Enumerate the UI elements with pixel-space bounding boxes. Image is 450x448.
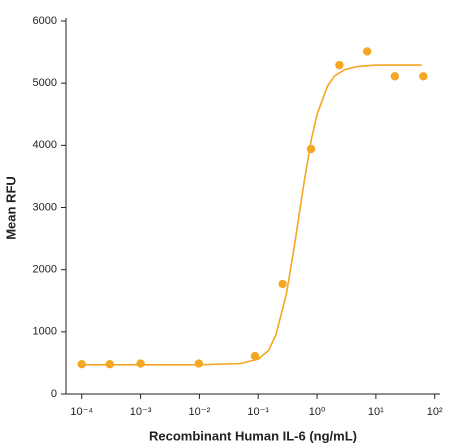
data-point bbox=[278, 279, 287, 289]
y-tick-label: 2000 bbox=[33, 264, 57, 276]
y-axis-title: Mean RFU bbox=[3, 176, 18, 240]
x-tick-label: 10⁻¹ bbox=[247, 406, 269, 418]
x-axis-title: Recombinant Human IL-6 (ng/mL) bbox=[149, 428, 357, 443]
x-tick-label: 10⁰ bbox=[309, 406, 326, 418]
y-tick-label: 6000 bbox=[33, 15, 57, 27]
fit-curve bbox=[81, 64, 422, 366]
data-point bbox=[419, 72, 428, 81]
data-point bbox=[194, 359, 204, 368]
x-tick-label: 10¹ bbox=[368, 406, 384, 418]
data-point bbox=[250, 351, 260, 361]
data-point bbox=[362, 47, 372, 56]
x-tick-label: 10⁻⁴ bbox=[70, 406, 93, 418]
data-point bbox=[136, 359, 145, 368]
y-tick-label: 5000 bbox=[33, 77, 57, 89]
y-tick-label: 3000 bbox=[33, 201, 57, 213]
y-tick-label: 0 bbox=[51, 388, 57, 400]
x-tick-label: 10² bbox=[427, 406, 443, 418]
y-tick-label: 4000 bbox=[33, 139, 57, 151]
x-tick-label: 10⁻³ bbox=[130, 406, 152, 418]
y-tick-label: 1000 bbox=[33, 326, 57, 338]
data-point bbox=[306, 144, 316, 154]
data-point bbox=[390, 72, 400, 81]
data-point bbox=[335, 60, 344, 70]
x-tick-label: 10⁻² bbox=[189, 406, 211, 418]
